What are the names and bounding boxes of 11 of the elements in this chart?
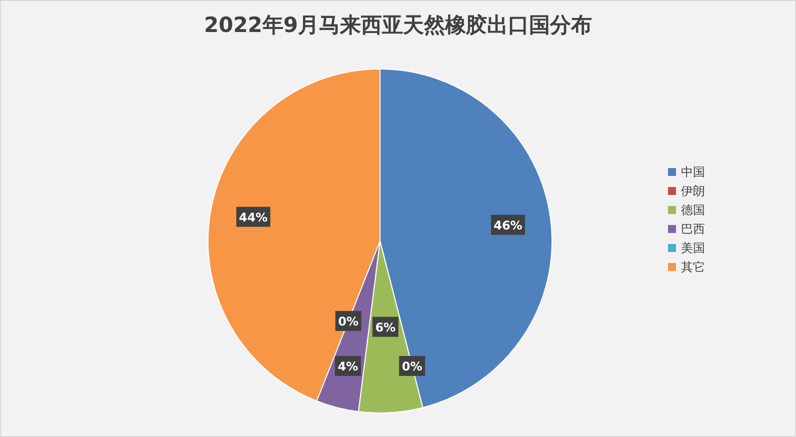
legend-label: 其它 [681,260,705,274]
legend-label: 伊朗 [681,184,705,198]
legend-label: 美国 [681,241,705,255]
legend-label: 中国 [681,165,705,179]
legend-label: 巴西 [681,222,705,236]
legend-label: 德国 [681,203,705,217]
chart-title: 2022年9月马来西亚天然橡胶出口国分布 [204,13,592,37]
data-label: 44% [238,210,268,224]
data-label: 4% [338,359,358,374]
data-label: 6% [375,320,396,334]
data-label: 46% [494,218,522,232]
